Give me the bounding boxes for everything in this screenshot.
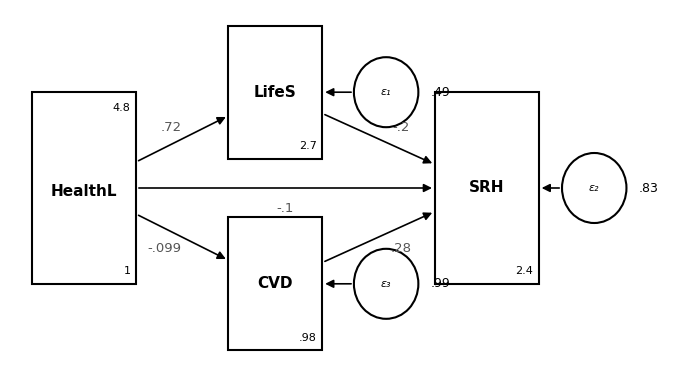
Text: CVD: CVD: [258, 276, 293, 291]
Text: ε₃: ε₃: [381, 279, 391, 289]
Text: .28: .28: [390, 242, 412, 255]
FancyBboxPatch shape: [32, 92, 136, 284]
Text: 4.8: 4.8: [113, 103, 131, 113]
Text: .49: .49: [430, 86, 450, 99]
FancyBboxPatch shape: [228, 26, 323, 159]
Text: -.099: -.099: [147, 242, 182, 255]
Text: .98: .98: [299, 333, 317, 343]
Text: -.1: -.1: [277, 202, 294, 215]
FancyBboxPatch shape: [228, 217, 323, 350]
Text: 2.7: 2.7: [299, 141, 317, 151]
Text: LifeS: LifeS: [254, 85, 297, 100]
Text: .83: .83: [638, 182, 658, 194]
Text: 2.4: 2.4: [516, 267, 534, 276]
Text: SRH: SRH: [469, 180, 505, 196]
Text: .99: .99: [430, 277, 450, 290]
Ellipse shape: [354, 57, 419, 127]
Text: HealthL: HealthL: [51, 184, 117, 199]
Text: 1: 1: [124, 267, 131, 276]
Ellipse shape: [354, 249, 419, 319]
Ellipse shape: [562, 153, 627, 223]
Text: -.2: -.2: [393, 121, 410, 134]
FancyBboxPatch shape: [435, 92, 539, 284]
Text: ε₁: ε₁: [381, 87, 391, 97]
Text: .72: .72: [161, 121, 182, 134]
Text: ε₂: ε₂: [589, 183, 599, 193]
